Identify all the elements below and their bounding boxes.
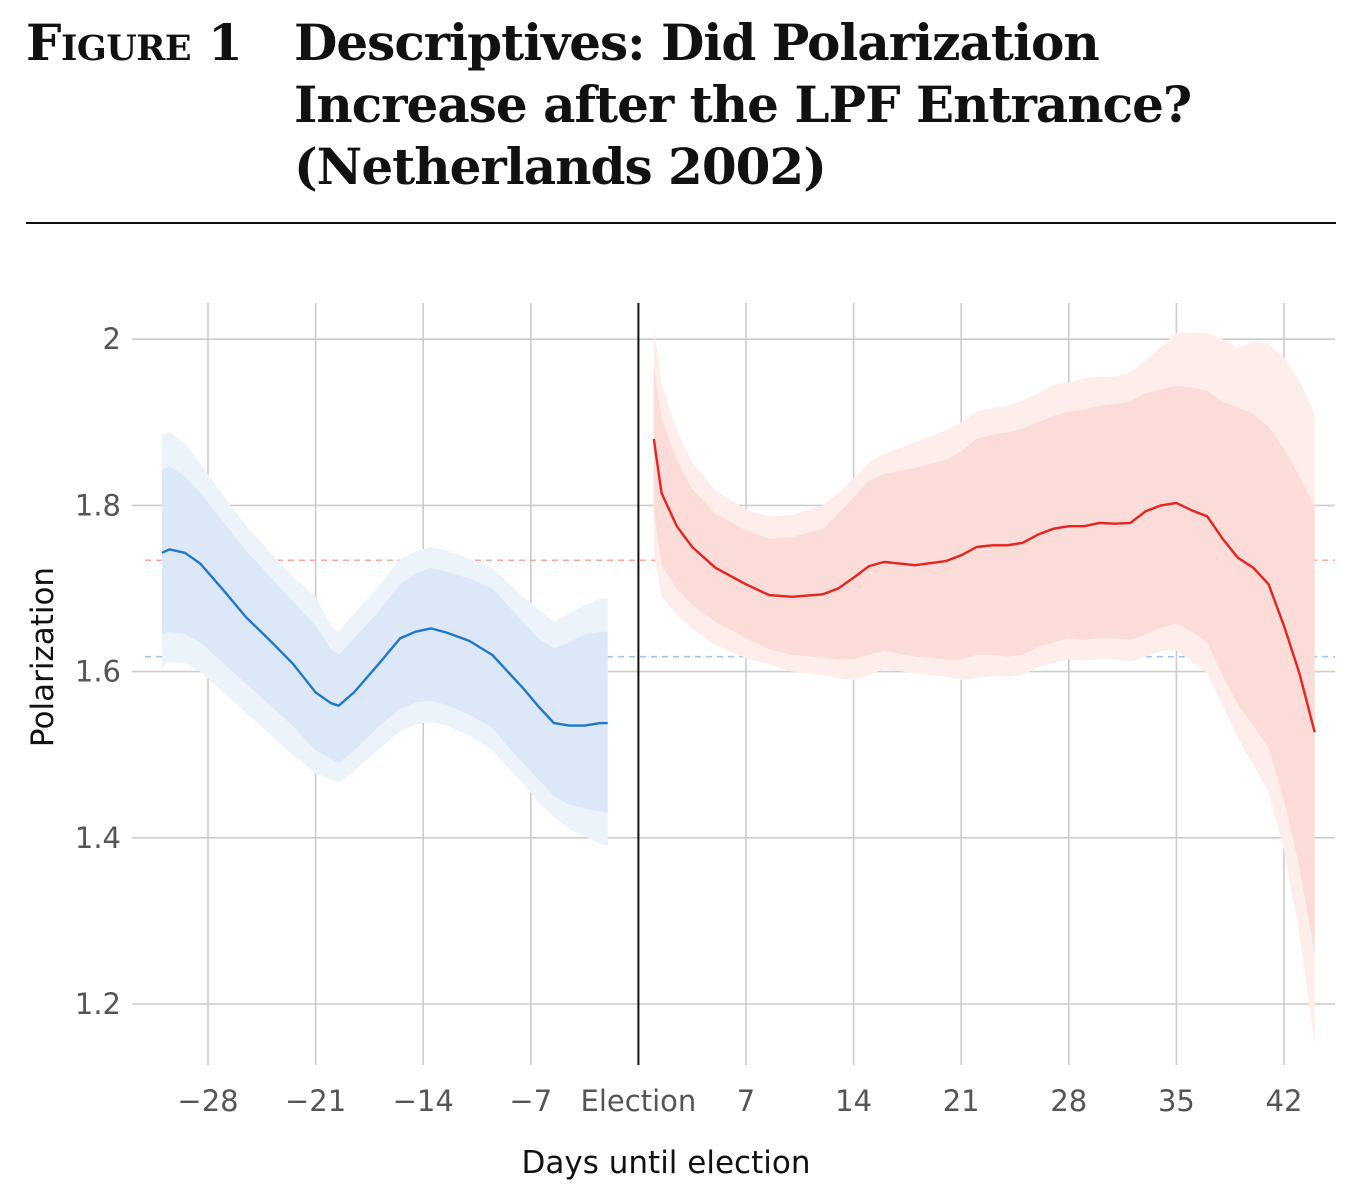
x-tick-label: 7 — [737, 1084, 755, 1118]
y-tick-label: 2 — [103, 322, 121, 356]
x-tick-label: −28 — [177, 1084, 238, 1118]
x-tick-label: −21 — [285, 1084, 346, 1118]
y-tick-label: 1.4 — [75, 821, 121, 855]
figure-label: Figure 1 — [26, 13, 243, 72]
series-lines-layer — [161, 303, 1316, 1065]
header-rule — [26, 222, 1336, 224]
figure-title: Descriptives: Did Polarization Increase … — [294, 13, 1192, 196]
x-tick-label: 35 — [1158, 1084, 1195, 1118]
series-line-1 — [652, 438, 1316, 733]
tick-labels-layer: −28 −21 −14 −7 Election 7 14 21 28 35 42 1.2 1.4 1.6 1… — [75, 322, 1303, 1118]
x-tick-label: −14 — [393, 1084, 454, 1118]
x-tick-label: −7 — [509, 1084, 552, 1118]
inner-confidence-band-0 — [161, 466, 608, 813]
confidence-bands-layer — [161, 329, 1315, 1046]
y-axis-label: Polarization — [25, 567, 61, 747]
x-tick-label: 21 — [943, 1084, 980, 1118]
series-line-0 — [161, 548, 608, 727]
y-tick-label: 1.2 — [75, 987, 121, 1021]
x-tick-label: 42 — [1266, 1084, 1303, 1118]
y-tick-label: 1.6 — [75, 655, 121, 689]
x-tick-label: 28 — [1050, 1084, 1087, 1118]
x-tick-label: Election — [581, 1084, 697, 1118]
x-axis-label: Days until election — [522, 1145, 811, 1181]
inner-confidence-band-1 — [653, 365, 1315, 955]
x-tick-label: 14 — [835, 1084, 872, 1118]
y-tick-label: 1.8 — [75, 488, 121, 522]
